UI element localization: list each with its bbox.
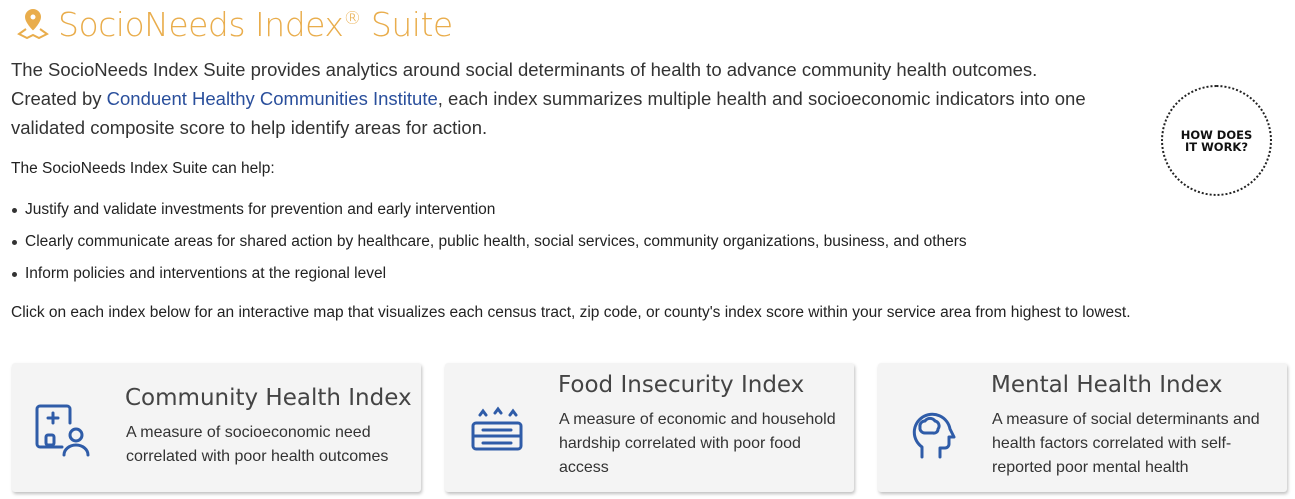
food-tray-icon <box>471 406 523 451</box>
card-description: A measure of socioeconomic need correlat… <box>126 424 389 465</box>
help-heading: The SocioNeeds Index Suite can help: <box>11 160 275 177</box>
page-title: SocioNeeds Index® Suite <box>16 2 453 46</box>
how-it-works-button[interactable]: HOW DOES IT WORK? <box>1161 85 1272 196</box>
card-title: Food Insecurity Index <box>558 372 805 398</box>
food-insecurity-index-card[interactable]: Food Insecurity Index A measure of econo… <box>445 363 854 492</box>
card-description: A measure of economic and household hard… <box>559 411 836 476</box>
card-title: Mental Health Index <box>991 372 1223 398</box>
card-title: Community Health Index <box>125 385 412 411</box>
intro-text: The SocioNeeds Index Suite provides anal… <box>11 59 1086 138</box>
mental-health-index-card[interactable]: Mental Health Index A measure of social … <box>878 363 1287 492</box>
chi-link[interactable]: Conduent Healthy Communities Institute <box>106 88 438 109</box>
list-item: Justify and validate investments for pre… <box>11 200 967 232</box>
clinic-person-icon <box>35 404 90 457</box>
benefits-list: Justify and validate investments for pre… <box>11 200 967 296</box>
card-description: A measure of social determinants and hea… <box>992 411 1260 476</box>
map-pin-icon <box>17 8 49 40</box>
title-text: SocioNeeds Index <box>58 4 344 44</box>
list-item: Clearly communicate areas for shared act… <box>11 232 967 264</box>
click-instructions: Click on each index below for an interac… <box>11 304 1131 321</box>
community-health-index-card[interactable]: Community Health Index A measure of soci… <box>12 363 421 492</box>
head-brain-icon <box>912 412 956 459</box>
list-item: Inform policies and interventions at the… <box>11 264 967 296</box>
